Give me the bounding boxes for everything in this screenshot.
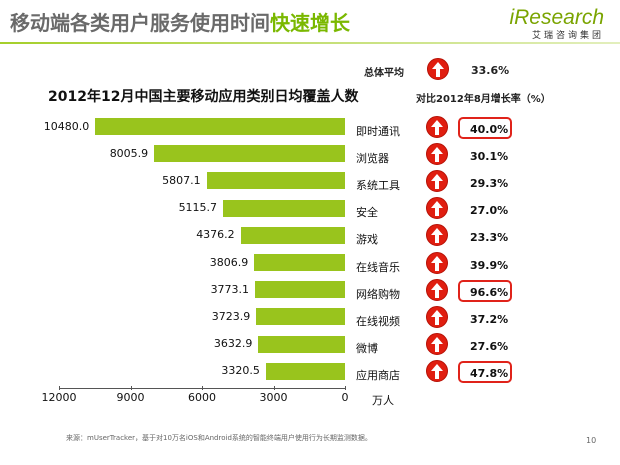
growth-up-arrow-icon-4 [426,224,448,247]
x-tick-label-0: 12000 [41,391,77,404]
average-value: 33.6% [471,64,510,77]
bar-6 [255,281,345,299]
bar-7 [256,308,345,326]
growth-up-arrow-icon-7 [426,305,448,328]
bar-4 [240,226,345,244]
value-label-3: 5115.7 [178,201,218,215]
category-label-9: 应用商店 [356,369,400,383]
category-label-0: 即时通讯 [356,124,400,138]
growth-up-arrow-icon-3 [426,197,448,220]
x-tick-label-2: 6000 [188,391,216,404]
growth-rate-7: 37.2% [470,312,509,326]
growth-rate-9: 47.8% [470,367,509,381]
x-tick-0 [59,386,60,390]
growth-rate-3: 27.0% [470,204,509,218]
category-label-4: 游戏 [356,233,378,247]
average-up-arrow-icon [427,58,449,80]
logo-wordmark: iResearch [509,6,604,29]
growth-up-arrow-icon-0 [426,115,448,138]
category-label-2: 系统工具 [356,178,400,192]
bar-1 [154,145,345,163]
growth-up-arrow-icon-9 [426,360,448,383]
growth-rate-5: 39.9% [470,258,509,272]
value-label-9: 3320.5 [221,364,260,378]
value-label-2: 5807.1 [162,173,201,187]
x-tick-1 [130,386,132,390]
category-label-3: 安全 [356,206,378,220]
chart-title: 2012年12月中国主要移动应用类别日均覆盖人数 [48,89,359,105]
category-label-5: 在线音乐 [356,260,400,274]
growth-highlight-box-9 [458,361,512,384]
growth-rate-6: 96.6% [470,285,509,299]
value-label-4: 4376.2 [196,228,235,242]
value-label-8: 3632.9 [213,337,253,351]
growth-rate-header: 对比2012年8月增长率（%） [416,94,551,105]
growth-up-arrow-icon-5 [426,251,448,274]
x-tick-label-4: 0 [341,391,349,404]
growth-rate-8: 27.6% [470,340,509,354]
bar-0 [95,118,345,135]
x-tick-label-3: 3000 [259,391,288,404]
category-label-8: 微博 [356,342,378,356]
slide-title-highlight: 快速增长 [270,11,350,35]
growth-highlight-box-0 [458,116,512,139]
growth-up-arrow-icon-2 [426,169,448,192]
x-tick-2 [202,386,203,390]
category-label-6: 网络购物 [356,287,400,301]
iresearch-logo: iResearch 艾瑞咨询集团 [509,6,604,42]
growth-rate-0: 40.0% [470,122,509,136]
x-tick-4 [345,386,346,390]
category-label-7: 在线视频 [356,314,400,328]
bar-9 [265,362,345,380]
bar-2 [206,172,345,190]
growth-up-arrow-icon-8 [426,333,448,356]
growth-highlight-box-6 [458,279,512,302]
x-tick-label-1: 9000 [116,391,145,404]
source-note: 来源：mUserTracker，基于对10万名iOS和Android系统的智能终… [66,434,372,442]
average-label: 总体平均 [364,68,404,79]
slide-title: 移动端各类用户服务使用时间快速增长 [10,8,350,38]
growth-rate-1: 30.1% [470,149,509,163]
growth-rate-4: 23.3% [470,231,509,245]
x-axis-unit: 万人 [372,394,394,407]
growth-rate-2: 29.3% [470,176,509,190]
growth-up-arrow-icon-6 [426,278,448,301]
slide-title-main: 移动端各类用户服务使用时间 [10,11,270,35]
value-label-7: 3723.9 [211,309,251,323]
bar-3 [223,199,345,217]
page-number: 10 [586,436,597,445]
bar-8 [258,335,345,353]
value-label-0: 10480.0 [43,119,90,133]
growth-up-arrow-icon-1 [426,142,448,165]
category-label-1: 浏览器 [356,151,389,165]
value-label-6: 3773.1 [210,282,250,296]
header-divider [0,42,620,44]
logo-subtitle: 艾瑞咨询集团 [531,31,604,41]
x-tick-3 [273,386,275,390]
value-label-5: 3806.9 [209,255,249,269]
bar-5 [254,254,345,271]
value-label-1: 8005.9 [109,146,149,160]
